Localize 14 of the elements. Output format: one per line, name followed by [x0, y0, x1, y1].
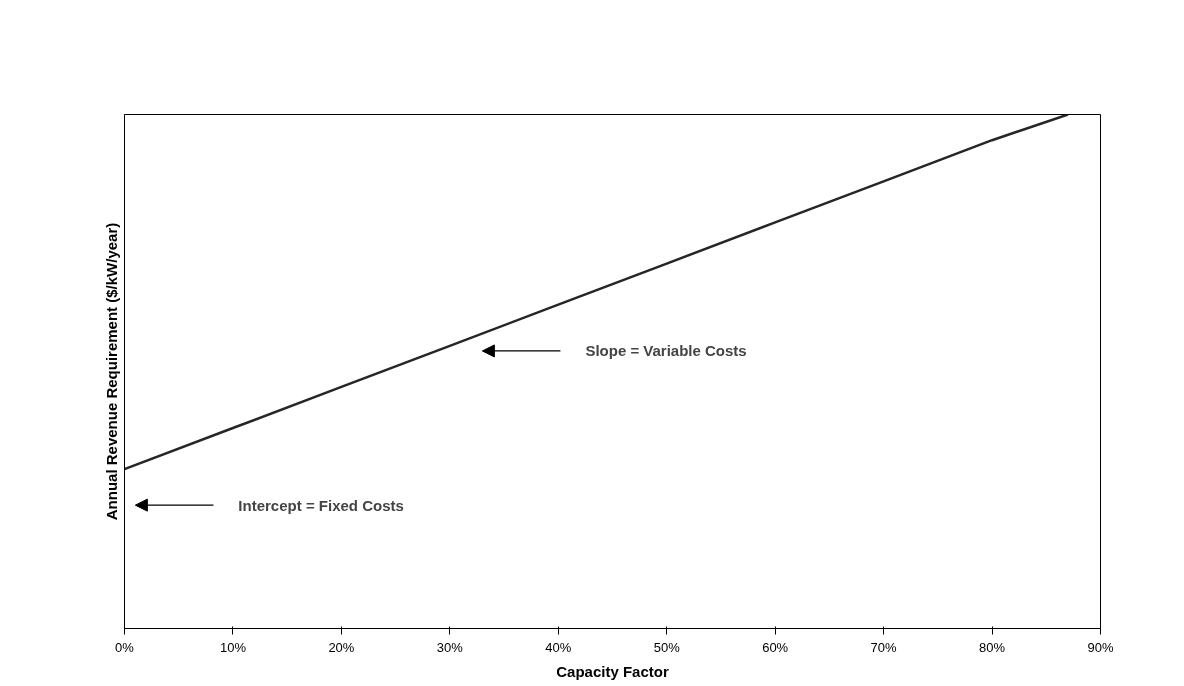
x-tick-label: 90%: [1087, 639, 1114, 655]
x-axis-title: Capacity Factor: [556, 662, 669, 680]
x-tick-label: 0%: [115, 639, 135, 655]
x-tick-label: 40%: [545, 639, 572, 655]
x-tick-label: 80%: [979, 639, 1006, 655]
x-tick-label: 60%: [762, 639, 789, 655]
annotation: Slope = Variable Costs: [585, 342, 747, 360]
x-tick-label: 70%: [870, 639, 898, 655]
y-axis-title: Annual Revenue Requirement ($/kW/year): [102, 222, 120, 521]
x-tick-label: 10%: [219, 639, 247, 655]
annotation: Intercept = Fixed Costs: [238, 496, 404, 514]
x-tick-label: 30%: [436, 639, 464, 655]
x-tick-label: 20%: [328, 639, 355, 655]
x-tick-label: 50%: [653, 639, 681, 655]
